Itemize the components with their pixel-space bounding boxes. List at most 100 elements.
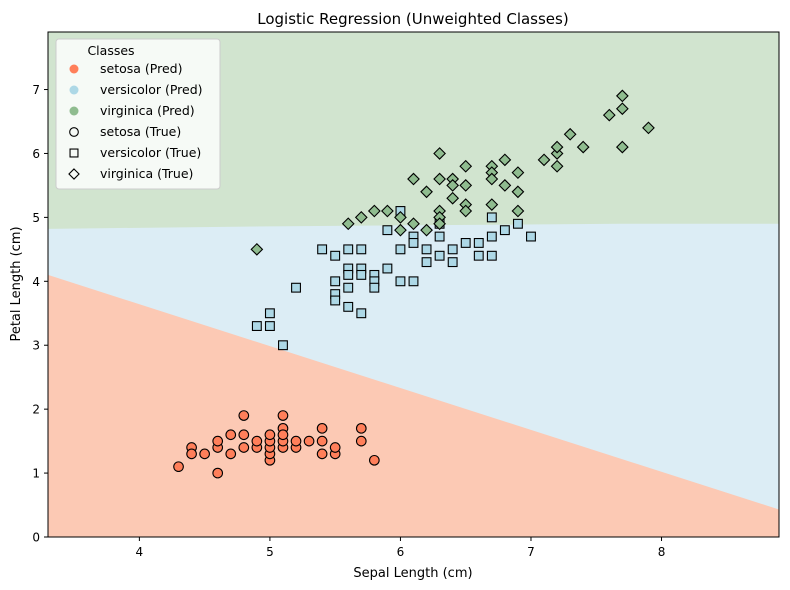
data-point-virginica (446, 191, 460, 205)
region-setosa (48, 274, 779, 537)
data-point-versicolor (421, 257, 432, 268)
data-point-virginica (511, 204, 525, 218)
data-point-virginica (394, 211, 407, 224)
data-point-setosa (173, 461, 184, 473)
data-point-virginica (485, 198, 499, 211)
legend-title: Classes (87, 43, 134, 58)
y-tick-label: 1 (32, 467, 40, 481)
data-point-virginica (615, 89, 629, 103)
legend-marker (69, 106, 79, 116)
legend-marker (69, 64, 79, 74)
data-point-versicolor (526, 231, 536, 242)
x-axis: 4 5 6 7 8 (136, 537, 666, 559)
data-point-virginica (498, 179, 512, 192)
x-tick-label: 5 (266, 545, 274, 559)
data-point-versicolor (343, 269, 354, 280)
data-point-virginica (576, 140, 590, 154)
data-point-setosa (212, 435, 224, 447)
data-point-setosa (238, 429, 250, 441)
data-point-versicolor (251, 321, 262, 332)
legend: Classes setosa (Pred) versicolor (Pred) vir… (55, 38, 221, 190)
data-point-setosa (355, 435, 367, 447)
data-point-versicolor (486, 250, 497, 261)
data-point-virginica (511, 166, 525, 180)
data-point-virginica (446, 179, 460, 192)
legend-label: setosa (Pred) (100, 61, 182, 76)
legend-marker (69, 127, 79, 137)
data-point-versicolor (434, 231, 445, 242)
data-point-virginica (407, 217, 420, 231)
data-point-versicolor (278, 340, 288, 351)
data-point-virginica (381, 204, 394, 218)
data-point-virginica (407, 172, 420, 186)
x-tick-label: 7 (527, 545, 535, 559)
y-tick-label: 0 (32, 531, 40, 545)
data-point-virginica (459, 159, 473, 173)
data-point-virginica (341, 217, 355, 231)
data-point-setosa (225, 429, 237, 441)
data-point-setosa (251, 435, 263, 447)
data-point-versicolor (447, 257, 458, 268)
data-point-virginica (433, 147, 446, 160)
data-point-virginica (563, 127, 577, 141)
data-point-versicolor (343, 301, 354, 312)
legend-marker (68, 168, 80, 180)
data-point-virginica (498, 153, 512, 167)
legend-label: versicolor (Pred) (100, 82, 203, 97)
data-point-setosa (225, 448, 237, 460)
data-point-versicolor (356, 308, 367, 319)
data-point-setosa (303, 435, 315, 447)
data-point-virginica (367, 204, 381, 218)
data-point-versicolor (382, 225, 393, 236)
data-point-setosa (186, 448, 197, 460)
legend-label: setosa (True) (100, 124, 181, 139)
data-point-versicolor (395, 244, 406, 255)
data-point-versicolor (343, 282, 354, 293)
data-point-versicolor (473, 237, 484, 248)
data-point-versicolor (512, 218, 523, 229)
data-point-virginica (459, 204, 473, 218)
data-point-versicolor (264, 321, 275, 332)
data-point-versicolor (291, 282, 301, 293)
data-point-versicolor (369, 282, 380, 293)
data-point-setosa (329, 442, 341, 453)
data-point-setosa (238, 410, 250, 421)
data-point-setosa (316, 448, 328, 460)
data-point-virginica (602, 108, 616, 122)
data-point-virginica (615, 140, 629, 154)
data-point-versicolor (486, 231, 497, 242)
data-point-virginica (394, 223, 407, 237)
data-point-versicolor (264, 308, 275, 319)
y-tick-label: 4 (32, 275, 40, 289)
data-point-virginica (615, 102, 629, 116)
data-point-setosa (316, 435, 328, 447)
data-point-setosa (290, 435, 302, 447)
data-point-versicolor (499, 225, 510, 236)
data-point-virginica (459, 179, 473, 192)
data-point-virginica (485, 172, 499, 186)
data-point-virginica (537, 153, 551, 167)
data-point-versicolor (408, 276, 419, 287)
y-tick-label: 6 (32, 147, 40, 161)
plot-frame (47, 31, 780, 538)
data-point-virginica (550, 140, 564, 154)
legend-box (55, 38, 221, 190)
legend-label: versicolor (True) (100, 145, 201, 160)
data-point-virginica (250, 242, 264, 256)
x-axis-label: Sepal Length (cm) (353, 566, 472, 581)
chart-title: Logistic Regression (Unweighted Classes) (257, 10, 568, 28)
data-point-versicolor (434, 250, 445, 261)
data-point-versicolor (330, 295, 341, 306)
data-point-setosa (212, 467, 224, 479)
data-point-setosa (277, 429, 289, 441)
data-point-setosa (368, 454, 380, 466)
data-point-virginica (550, 147, 564, 160)
x-tick-label: 8 (658, 545, 666, 559)
legend-label: virginica (Pred) (100, 103, 195, 118)
data-point-versicolor (356, 269, 367, 280)
data-point-versicolor (460, 237, 471, 248)
legend-marker (69, 85, 79, 95)
legend-label: virginica (True) (100, 166, 193, 181)
data-point-versicolor (408, 237, 419, 248)
